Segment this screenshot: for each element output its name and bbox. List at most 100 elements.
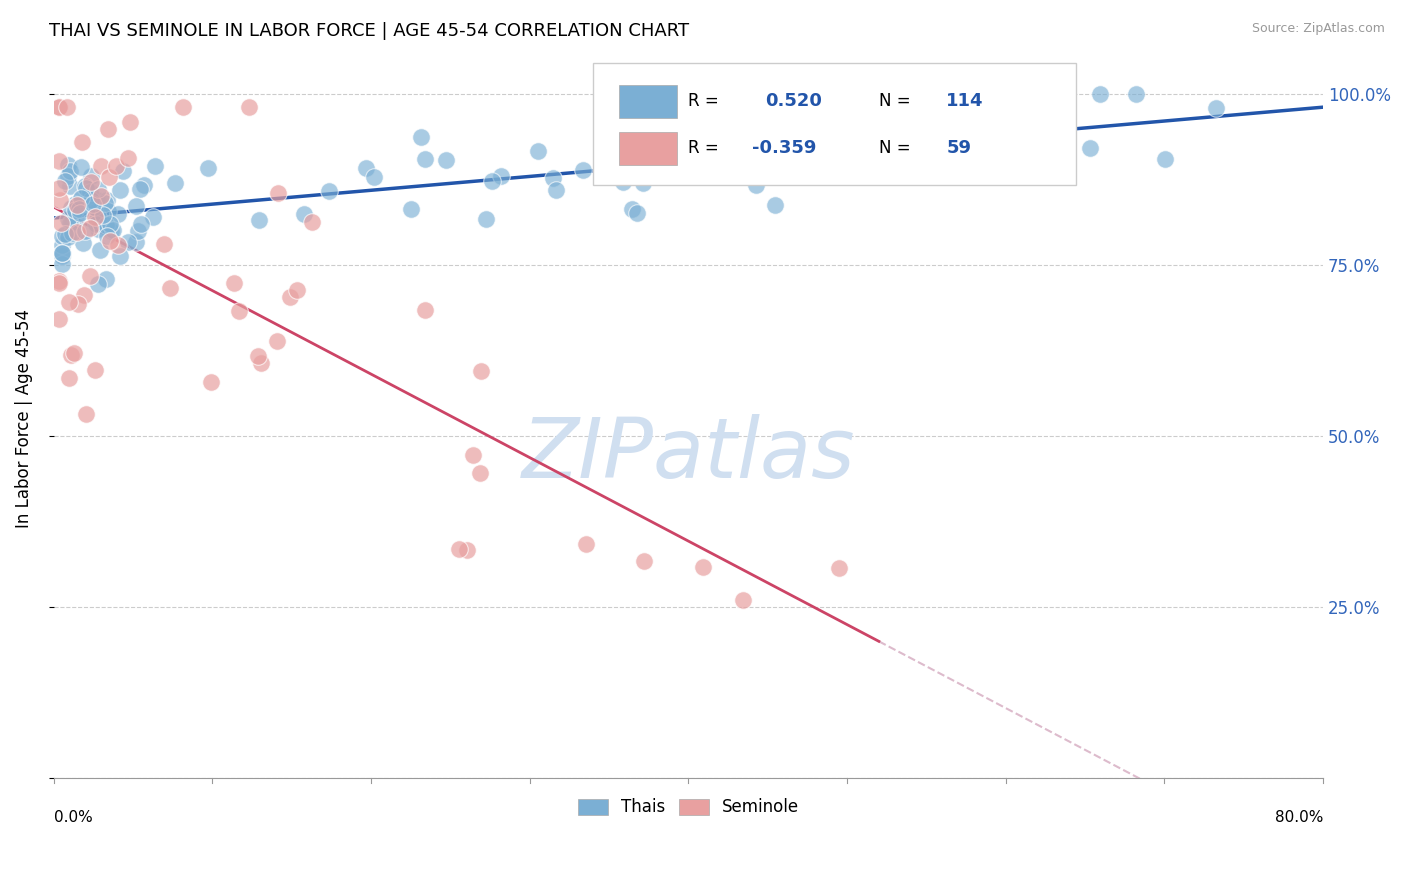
Point	[48, 180, 70, 194]
Point	[84, 210, 107, 224]
Point	[163, 176, 186, 190]
Point	[87, 182, 110, 196]
FancyBboxPatch shape	[619, 85, 678, 118]
Point	[1153, 153, 1175, 167]
Point	[134, 178, 156, 192]
Point	[228, 303, 250, 318]
Point	[70, 161, 93, 175]
Point	[301, 215, 323, 229]
Point	[292, 207, 315, 221]
Point	[66, 225, 89, 239]
Point	[87, 210, 110, 224]
Point	[127, 224, 149, 238]
Point	[626, 205, 648, 219]
Text: THAI VS SEMINOLE IN LABOR FORCE | AGE 45-54 CORRELATION CHART: THAI VS SEMINOLE IN LABOR FORCE | AGE 45…	[49, 22, 689, 40]
Point	[53, 227, 76, 242]
Point	[73, 224, 96, 238]
Point	[58, 295, 80, 310]
Point	[984, 137, 1007, 152]
Point	[399, 202, 422, 217]
Point	[595, 116, 617, 130]
Point	[1078, 141, 1101, 155]
Point	[70, 192, 93, 206]
Point	[59, 201, 82, 215]
Point	[98, 234, 121, 248]
Point	[828, 561, 851, 575]
Legend: Thais, Seminole: Thais, Seminole	[571, 792, 806, 823]
Point	[80, 169, 103, 184]
Point	[58, 216, 80, 230]
Point	[266, 334, 288, 349]
Point	[72, 235, 94, 250]
Point	[79, 185, 101, 199]
Text: 59: 59	[946, 139, 972, 157]
Point	[51, 246, 73, 260]
Point	[79, 269, 101, 284]
Point	[66, 297, 89, 311]
Point	[808, 153, 831, 168]
Point	[267, 186, 290, 200]
Point	[575, 537, 598, 551]
Point	[108, 249, 131, 263]
Point	[197, 161, 219, 176]
Point	[56, 211, 79, 226]
Point	[780, 111, 803, 125]
Point	[96, 219, 118, 233]
Point	[224, 277, 246, 291]
Text: N =: N =	[879, 139, 915, 157]
Point	[1205, 101, 1227, 115]
Point	[238, 100, 260, 114]
Point	[1005, 140, 1028, 154]
Point	[200, 375, 222, 389]
Point	[124, 235, 146, 249]
Point	[93, 196, 115, 211]
Point	[413, 152, 436, 166]
Point	[468, 467, 491, 481]
Point	[98, 217, 121, 231]
Point	[49, 216, 72, 230]
Point	[89, 243, 111, 257]
Point	[48, 100, 70, 114]
Point	[159, 281, 181, 295]
Point	[86, 277, 108, 292]
Point	[84, 204, 107, 219]
Text: Source: ZipAtlas.com: Source: ZipAtlas.com	[1251, 22, 1385, 36]
Point	[456, 543, 478, 558]
Point	[59, 348, 82, 362]
Point	[247, 213, 270, 227]
Point	[470, 364, 492, 378]
Point	[246, 349, 269, 363]
Point	[1014, 87, 1036, 101]
Point	[117, 235, 139, 250]
Point	[103, 222, 125, 236]
Point	[66, 197, 89, 211]
Point	[75, 407, 97, 421]
Point	[278, 289, 301, 303]
Point	[91, 208, 114, 222]
Point	[780, 132, 803, 146]
Point	[60, 214, 83, 228]
Point	[489, 169, 512, 183]
Point	[48, 274, 70, 288]
Point	[620, 202, 643, 216]
Point	[461, 449, 484, 463]
Point	[129, 218, 152, 232]
Point	[733, 593, 755, 607]
Text: N =: N =	[879, 92, 915, 110]
Point	[86, 217, 108, 231]
Point	[1004, 117, 1026, 131]
Point	[817, 168, 839, 182]
Point	[98, 170, 121, 185]
Point	[287, 283, 309, 297]
Point	[96, 193, 118, 207]
Point	[60, 226, 83, 240]
Point	[62, 345, 84, 359]
Point	[943, 154, 966, 169]
Point	[125, 199, 148, 213]
Point	[475, 211, 498, 226]
Point	[143, 159, 166, 173]
Point	[128, 182, 150, 196]
Point	[83, 363, 105, 377]
Point	[73, 288, 96, 302]
Point	[612, 175, 634, 189]
